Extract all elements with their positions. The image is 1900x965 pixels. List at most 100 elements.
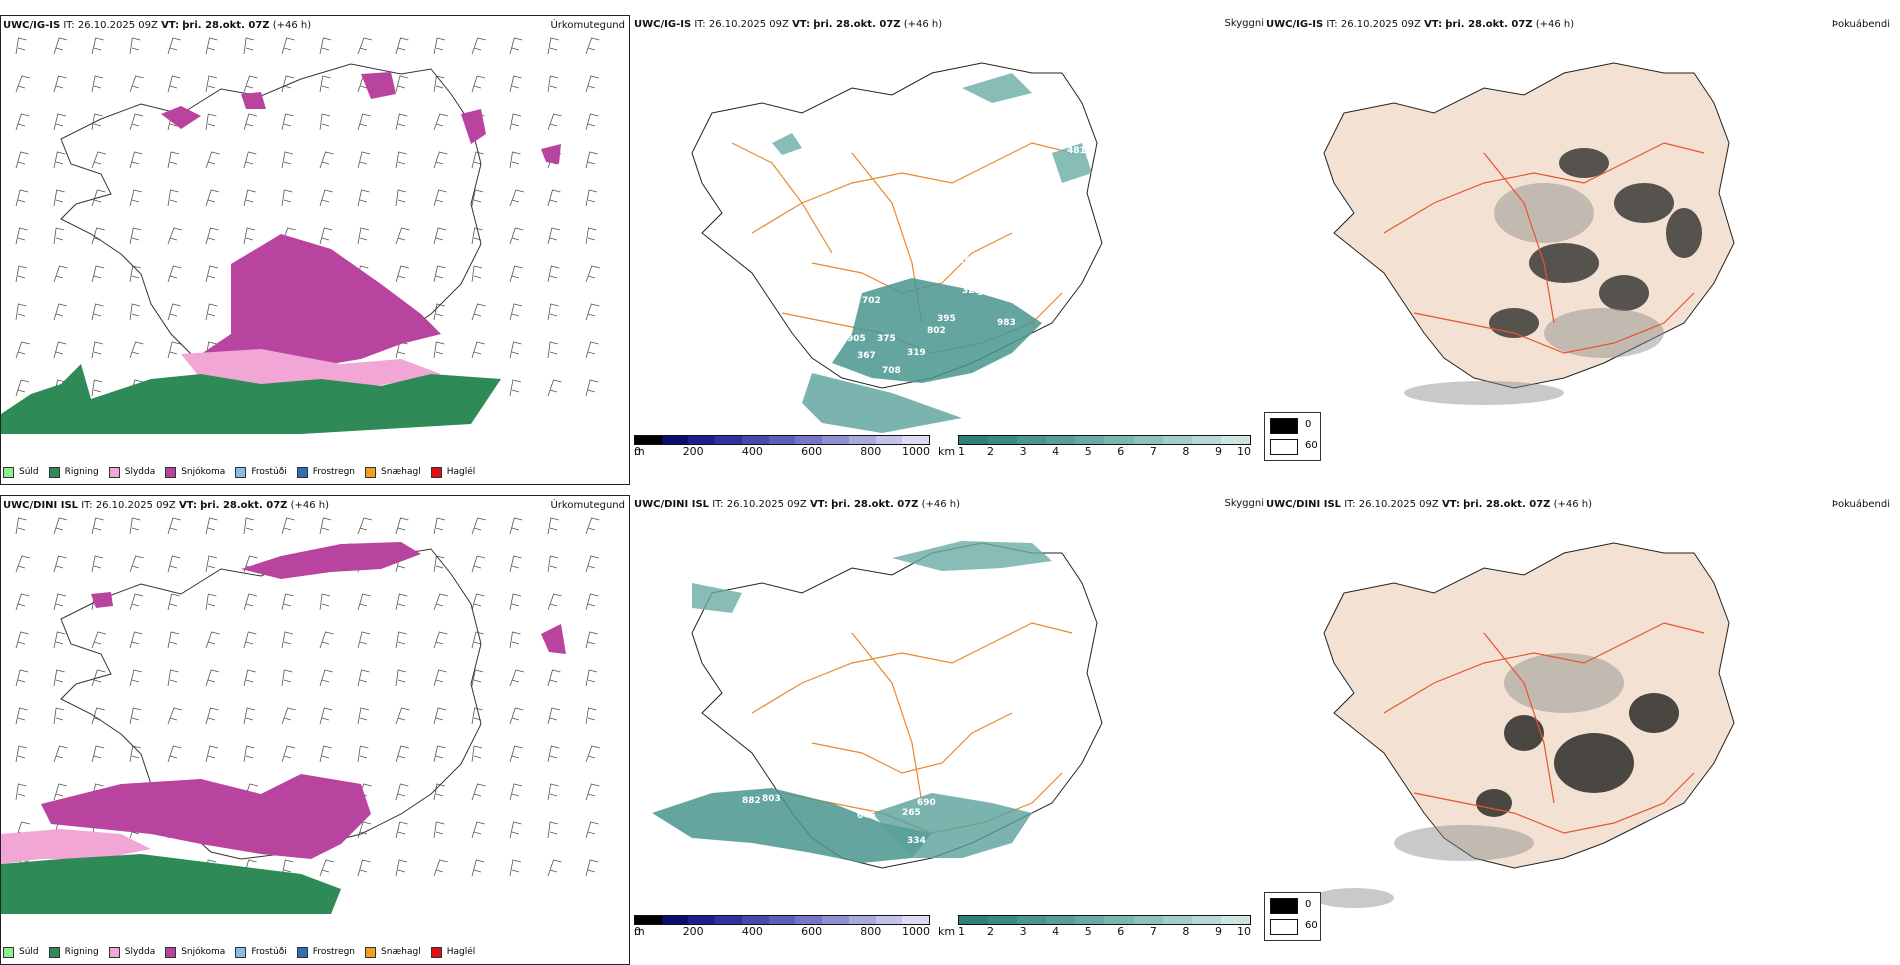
- wind-barb: [471, 37, 486, 55]
- wind-barb: [15, 707, 28, 725]
- colorbar-tick-label: 2: [987, 445, 995, 458]
- wind-barb: [585, 821, 599, 839]
- colorbar-segment: [1046, 436, 1076, 444]
- wind-barb: [471, 783, 486, 801]
- wind-barb: [547, 783, 559, 801]
- wind-barb: [129, 555, 144, 573]
- visibility-colorbar-ticks: 1 2 3 4 5 6 7 8 9 10: [958, 445, 1251, 459]
- wind-barb: [471, 189, 484, 207]
- wind-barb: [205, 37, 218, 55]
- wind-barb: [243, 669, 256, 687]
- wind-barb: [471, 745, 483, 763]
- visibility-value-label: 35: [972, 741, 985, 751]
- fog-legend-swatch-60: [1270, 919, 1298, 935]
- wind-barb: [585, 669, 598, 687]
- wind-barb: [53, 669, 65, 687]
- visibility-panel-row2: UWC/DINI ISL IT: 26.10.2025 09Z VT: þri.…: [632, 495, 1264, 965]
- colorbar-tick-label: 3: [1019, 925, 1027, 938]
- wind-barb: [129, 113, 144, 131]
- wind-barb: [205, 669, 220, 687]
- wind-barb: [547, 75, 559, 93]
- colorbar-segment: [822, 916, 849, 924]
- wind-barb: [585, 265, 600, 283]
- wind-barb: [585, 113, 599, 131]
- fog-legend-row1: 0 60: [1264, 412, 1321, 461]
- visibility-value-label: 219: [797, 756, 816, 766]
- wind-barb: [53, 37, 68, 55]
- colorbar-tick-label: 600: [801, 925, 823, 938]
- wind-barb: [509, 821, 522, 839]
- panel-header: UWC/DINI ISL IT: 26.10.2025 09Z VT: þri.…: [634, 499, 961, 510]
- ceiling-colorbar-bar: [634, 435, 930, 445]
- wind-barb: [509, 265, 523, 283]
- wind-barb: [547, 669, 561, 687]
- wind-barb: [357, 669, 370, 687]
- wind-barb: [91, 555, 104, 573]
- wind-barb: [319, 669, 333, 687]
- wind-barb: [243, 189, 256, 207]
- colorbar-segment: [1017, 916, 1047, 924]
- wind-barb: [91, 37, 104, 55]
- colorbar-tick-label: 7: [1149, 445, 1157, 458]
- precip-legend-swatch: [165, 946, 177, 958]
- precip-type-panel-row2: UWC/DINI ISL IT: 26.10.2025 09Z VT: þri.…: [0, 495, 630, 965]
- precip-legend-item: Haglél: [430, 466, 475, 478]
- visibility-value-label: 601: [797, 779, 816, 789]
- wind-barb: [395, 265, 409, 283]
- precip-legend-label: Frostúði: [251, 467, 287, 477]
- wind-barb: [243, 707, 256, 725]
- colorbar-segment: [902, 916, 930, 924]
- colorbar-tick-label: 800: [860, 925, 882, 938]
- wind-barb: [547, 821, 559, 839]
- wind-barb: [585, 859, 599, 877]
- wind-barb: [129, 227, 142, 245]
- wind-barb: [547, 745, 560, 763]
- colorbar-segment: [959, 916, 989, 924]
- wind-barb: [433, 189, 447, 207]
- precip-legend-swatch: [430, 946, 442, 958]
- wind-barb: [433, 783, 445, 801]
- wind-barb: [547, 265, 560, 283]
- wind-barb: [509, 113, 522, 131]
- wind-barb: [281, 631, 293, 649]
- wind-barb: [281, 745, 296, 763]
- wind-barb: [395, 37, 409, 55]
- wind-barb: [357, 859, 371, 877]
- colorbar-segment: [1104, 916, 1134, 924]
- visibility-value-label: 375: [877, 334, 896, 344]
- precip-legend-swatch: [3, 946, 14, 958]
- wind-barb: [53, 75, 67, 93]
- panel-header: UWC/DINI ISL IT: 26.10.2025 09Z VT: þri.…: [1266, 499, 1593, 510]
- visibility-value-label: 319: [907, 348, 926, 358]
- visibility-value-label: 490: [952, 786, 971, 796]
- wind-barb: [91, 745, 105, 763]
- wind-barb: [281, 113, 294, 131]
- visibility-colorbar-bar: [958, 435, 1251, 445]
- wind-barb: [547, 859, 562, 877]
- wind-barb: [91, 151, 106, 169]
- visibility-value-label: 325: [952, 256, 971, 266]
- visibility-value-label: 702: [862, 296, 881, 306]
- precip-legend-swatch: [365, 466, 377, 478]
- wind-barb: [319, 517, 332, 535]
- precip-legend-label: Súld: [19, 947, 39, 957]
- wind-barb: [509, 227, 524, 245]
- wind-barb: [585, 555, 599, 573]
- visibility-panel-row1: UWC/IG-IS IT: 26.10.2025 09Z VT: þri. 28…: [632, 15, 1264, 485]
- colorbar-tick-label: 5: [1084, 925, 1092, 938]
- wind-barb: [433, 859, 448, 877]
- wind-barb: [319, 745, 332, 763]
- wind-barb: [243, 631, 257, 649]
- visibility-value-label: 11: [932, 696, 945, 706]
- panel-title-visibility: Skyggni: [1224, 18, 1264, 29]
- visibility-value-label: 990: [1007, 276, 1026, 286]
- wind-barb: [319, 151, 334, 169]
- precip-legend-swatch: [108, 466, 120, 478]
- wind-barb: [319, 859, 334, 877]
- fog-legend-row2: 0 60: [1264, 892, 1321, 941]
- colorbar-tick-label: 5: [1084, 445, 1092, 458]
- wind-barb: [509, 555, 522, 573]
- wind-barb: [281, 37, 295, 55]
- wind-barb: [91, 517, 104, 535]
- wind-barb: [509, 379, 521, 397]
